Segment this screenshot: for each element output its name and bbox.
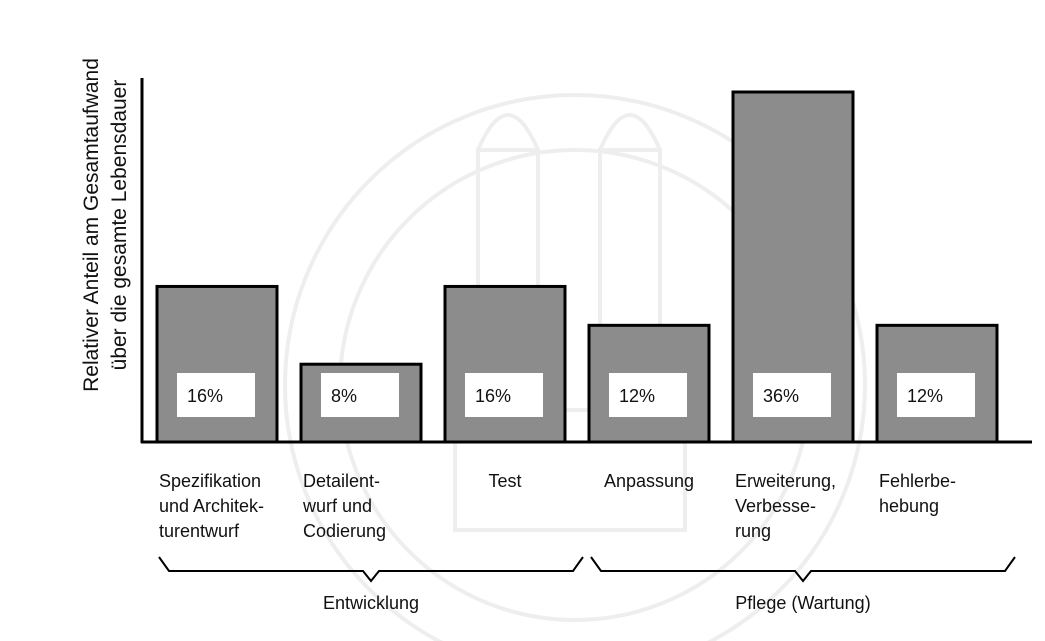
category-label: Erweiterung, xyxy=(735,471,836,491)
value-label-box xyxy=(465,373,543,417)
group-label: Pflege (Wartung) xyxy=(735,593,870,613)
y-axis-label: Relativer Anteil am Gesamtaufwand über di… xyxy=(80,58,131,392)
value-label: 16% xyxy=(187,386,223,406)
category-label: rung xyxy=(735,521,771,541)
group-bracket xyxy=(158,556,584,583)
y-axis-label-line: Relativer Anteil am Gesamtaufwand xyxy=(80,58,103,392)
category-label: Anpassung xyxy=(604,471,694,491)
category-labels-group: Spezifikation und Architek-turentwurf Deta… xyxy=(159,471,956,541)
value-label-box xyxy=(609,373,687,417)
category-label: und Architek- xyxy=(159,496,264,516)
value-label-box xyxy=(177,373,255,417)
group-label: Entwicklung xyxy=(323,593,419,613)
category-label: Spezifikation xyxy=(159,471,261,491)
category-label: turentwurf xyxy=(159,521,240,541)
value-label: 12% xyxy=(907,386,943,406)
value-label-box xyxy=(897,373,975,417)
group-brackets-group: Entwicklung Pflege (Wartung) xyxy=(158,556,1016,613)
value-label: 16% xyxy=(475,386,511,406)
value-label: 36% xyxy=(763,386,799,406)
bar xyxy=(155,284,279,444)
value-label: 8% xyxy=(331,386,357,406)
value-label: 12% xyxy=(619,386,655,406)
category-label: Codierung xyxy=(303,521,386,541)
category-label: Test xyxy=(488,471,521,491)
value-label-box xyxy=(753,373,831,417)
bar xyxy=(443,284,567,444)
axes-group xyxy=(140,78,1032,444)
y-axis-label-line: über die gesamte Lebensdauer xyxy=(108,80,131,371)
value-label-box xyxy=(321,373,399,417)
category-label: wurf und xyxy=(302,496,372,516)
category-label: Fehlerbe- xyxy=(879,471,956,491)
category-label: Verbesse- xyxy=(735,496,816,516)
category-label: hebung xyxy=(879,496,939,516)
category-label: Detailent- xyxy=(303,471,380,491)
bars-group: 16% 8% 16% 12% 36% 12% xyxy=(155,90,999,444)
group-bracket xyxy=(590,556,1016,583)
